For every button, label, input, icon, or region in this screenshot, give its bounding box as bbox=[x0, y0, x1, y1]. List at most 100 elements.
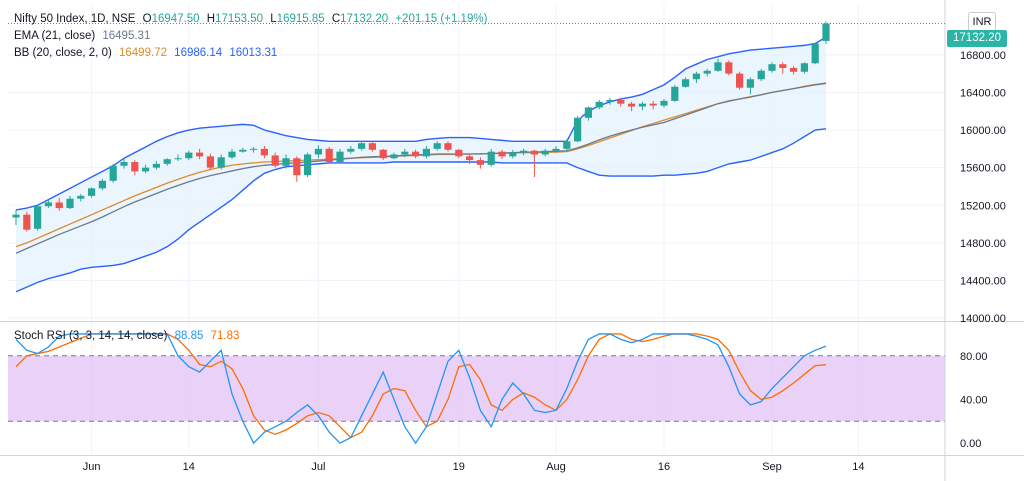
candle[interactable] bbox=[768, 62, 776, 73]
candle[interactable] bbox=[23, 211, 31, 232]
candle[interactable] bbox=[66, 195, 74, 210]
candle[interactable] bbox=[660, 98, 668, 108]
candle[interactable] bbox=[185, 150, 193, 161]
candle[interactable] bbox=[77, 193, 85, 202]
price-tick-label: 15200.00 bbox=[960, 200, 1006, 212]
candle[interactable] bbox=[530, 149, 538, 178]
candle-body bbox=[314, 148, 322, 155]
candle-body bbox=[530, 150, 538, 155]
candle[interactable] bbox=[779, 62, 787, 74]
legend-bb-lower: 16013.31 bbox=[229, 47, 278, 59]
candle[interactable] bbox=[455, 148, 463, 159]
candle[interactable] bbox=[163, 158, 171, 166]
candle[interactable] bbox=[671, 84, 679, 102]
candle-body bbox=[163, 159, 171, 164]
candle[interactable] bbox=[682, 77, 690, 88]
candle[interactable] bbox=[390, 152, 398, 160]
candle-body bbox=[196, 152, 204, 157]
candle[interactable] bbox=[628, 101, 636, 112]
candles[interactable] bbox=[12, 21, 830, 232]
candle[interactable] bbox=[541, 148, 549, 157]
candle[interactable] bbox=[293, 156, 301, 182]
candle[interactable] bbox=[822, 21, 830, 44]
candle[interactable] bbox=[649, 100, 657, 110]
candle[interactable] bbox=[131, 160, 139, 176]
candle[interactable] bbox=[196, 148, 204, 160]
candle-body bbox=[66, 198, 74, 209]
candle[interactable] bbox=[55, 197, 63, 211]
candle[interactable] bbox=[174, 154, 182, 162]
candle[interactable] bbox=[520, 148, 528, 156]
candle-body bbox=[725, 62, 733, 74]
candle[interactable] bbox=[217, 154, 225, 170]
candle[interactable] bbox=[563, 139, 571, 151]
candle-body bbox=[44, 202, 52, 207]
candle[interactable] bbox=[206, 153, 214, 170]
time-tick-label: Sep bbox=[762, 461, 782, 473]
legend-ema[interactable]: EMA (21, close) 16495.31 bbox=[14, 29, 154, 43]
candle-body bbox=[466, 156, 474, 161]
candle[interactable] bbox=[746, 77, 754, 95]
candle[interactable] bbox=[44, 199, 52, 209]
candle[interactable] bbox=[109, 163, 117, 183]
candle[interactable] bbox=[98, 178, 106, 191]
candle[interactable] bbox=[422, 146, 430, 159]
candle-body bbox=[250, 148, 258, 150]
candle-body bbox=[401, 151, 409, 155]
candle[interactable] bbox=[714, 58, 722, 72]
candle-body bbox=[260, 148, 268, 156]
candle[interactable] bbox=[88, 187, 96, 198]
candle[interactable] bbox=[498, 149, 506, 160]
candle[interactable] bbox=[250, 146, 258, 153]
legend-bb[interactable]: BB (20, close, 2, 0) 16499.72 16986.14 1… bbox=[14, 46, 281, 60]
candle[interactable] bbox=[239, 147, 247, 153]
candle[interactable] bbox=[271, 152, 279, 168]
candle[interactable] bbox=[142, 164, 150, 174]
candle[interactable] bbox=[152, 161, 160, 170]
candle[interactable] bbox=[757, 68, 765, 82]
candle[interactable] bbox=[487, 148, 495, 167]
candle[interactable] bbox=[574, 115, 582, 143]
candle-body bbox=[23, 214, 31, 230]
candle[interactable] bbox=[34, 204, 42, 231]
candle[interactable] bbox=[304, 152, 312, 178]
candle[interactable] bbox=[617, 98, 625, 107]
candle[interactable] bbox=[725, 60, 733, 76]
candle[interactable] bbox=[790, 66, 798, 75]
candle[interactable] bbox=[120, 158, 128, 169]
candle[interactable] bbox=[509, 149, 517, 159]
candle[interactable] bbox=[12, 209, 20, 226]
candle[interactable] bbox=[358, 141, 366, 151]
candle[interactable] bbox=[638, 101, 646, 111]
candle[interactable] bbox=[584, 106, 592, 121]
candle[interactable] bbox=[466, 153, 474, 164]
stoch-tick-label: 40.00 bbox=[960, 394, 988, 406]
candle[interactable] bbox=[692, 71, 700, 83]
candle[interactable] bbox=[595, 99, 603, 110]
candle[interactable] bbox=[228, 148, 236, 160]
candle[interactable] bbox=[368, 142, 376, 152]
candle[interactable] bbox=[379, 148, 387, 161]
candle[interactable] bbox=[444, 141, 452, 152]
candle[interactable] bbox=[401, 148, 409, 158]
candle[interactable] bbox=[433, 141, 441, 151]
ema-line bbox=[15, 82, 827, 254]
candle[interactable] bbox=[606, 98, 614, 105]
candle[interactable] bbox=[476, 157, 484, 169]
candle[interactable] bbox=[811, 42, 819, 65]
candle[interactable] bbox=[800, 62, 808, 74]
candle[interactable] bbox=[325, 146, 333, 164]
candle[interactable] bbox=[703, 68, 711, 77]
candle[interactable] bbox=[412, 149, 420, 159]
candle[interactable] bbox=[736, 71, 744, 90]
candle[interactable] bbox=[336, 148, 344, 164]
candle[interactable] bbox=[314, 145, 322, 159]
candle[interactable] bbox=[552, 146, 560, 153]
candle[interactable] bbox=[260, 146, 268, 159]
candle-body bbox=[379, 149, 387, 159]
candle[interactable] bbox=[347, 146, 355, 154]
legend-stoch[interactable]: Stoch RSI (3, 3, 14, 14, close) 88.85 71… bbox=[14, 329, 243, 343]
currency-badge[interactable]: INR bbox=[968, 12, 996, 32]
candle[interactable] bbox=[282, 154, 290, 169]
